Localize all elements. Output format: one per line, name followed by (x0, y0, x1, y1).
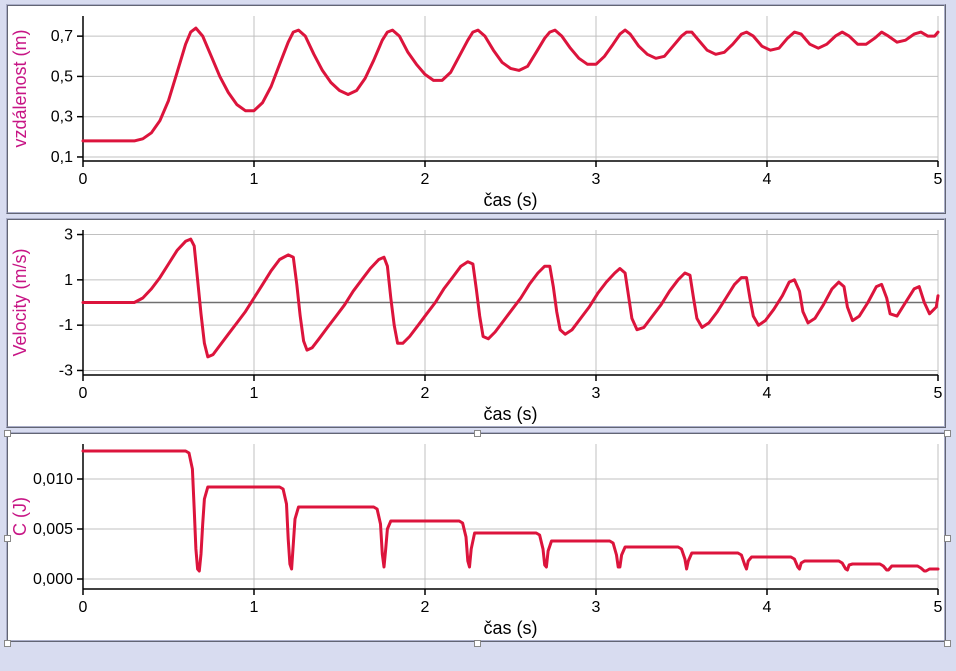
y-tick-label: 0,1 (51, 149, 73, 166)
x-axis-label: čas (s) (484, 190, 538, 210)
y-tick-label: 0,000 (33, 571, 73, 588)
x-tick-label: 1 (250, 385, 259, 402)
selection-handle[interactable] (944, 640, 951, 647)
chart-velocity: 0 1 2 3 4 5 -3 -1 1 3 čas (s) Velocity (m/s) (8, 220, 948, 430)
x-tick-label: 3 (592, 171, 601, 188)
y-tick-label: 0,5 (51, 68, 73, 85)
data-series-velocity (83, 239, 938, 357)
x-tick-label: 4 (763, 385, 772, 402)
y-tick-label: 0,010 (33, 471, 73, 488)
y-axis-label: Velocity (m/s) (10, 248, 30, 356)
x-tick-label: 1 (250, 599, 259, 616)
x-tick-label: 0 (79, 171, 88, 188)
x-tick-label: 4 (763, 171, 772, 188)
x-tick-label: 5 (934, 171, 943, 188)
x-tick-label: 2 (421, 171, 430, 188)
chart-energy: 0 1 2 3 4 5 0,000 0,005 0,010 čas (s) C (J) (8, 434, 948, 644)
x-axis-label: čas (s) (484, 404, 538, 424)
selection-handle[interactable] (474, 430, 481, 437)
x-tick-label: 1 (250, 171, 259, 188)
x-tick-label: 3 (592, 599, 601, 616)
selection-handle[interactable] (4, 430, 11, 437)
chart-panel-distance: 0 1 2 3 4 5 0,1 0,3 0,5 0,7 čas (s) vzdálenost (m) (6, 4, 946, 214)
y-tick-label: 0,005 (33, 521, 73, 538)
selection-handle[interactable] (474, 640, 481, 647)
x-tick-label: 2 (421, 385, 430, 402)
x-tick-label: 3 (592, 385, 601, 402)
y-tick-label: 0,7 (51, 28, 73, 45)
selection-handle[interactable] (944, 535, 951, 542)
chart-panel-energy: 0 1 2 3 4 5 0,000 0,005 0,010 čas (s) C (J) (6, 432, 946, 642)
x-tick-label: 0 (79, 599, 88, 616)
x-axis-label: čas (s) (484, 618, 538, 638)
y-tick-label: 1 (64, 272, 73, 289)
y-tick-label: 0,3 (51, 109, 73, 126)
y-axis-label: C (J) (10, 497, 30, 536)
y-tick-label: -1 (59, 317, 73, 334)
selection-handle[interactable] (4, 640, 11, 647)
x-tick-label: 5 (934, 385, 943, 402)
chart-panel-velocity: 0 1 2 3 4 5 -3 -1 1 3 čas (s) Velocity (m/s) (6, 218, 946, 428)
data-series-energy (83, 451, 938, 571)
selection-handle[interactable] (4, 535, 11, 542)
y-tick-label: -3 (59, 362, 73, 379)
y-tick-label: 3 (64, 227, 73, 244)
x-tick-label: 0 (79, 385, 88, 402)
y-axis-label: vzdálenost (m) (10, 29, 30, 147)
selection-handle[interactable] (944, 430, 951, 437)
x-tick-label: 5 (934, 599, 943, 616)
x-tick-label: 4 (763, 599, 772, 616)
x-tick-label: 2 (421, 599, 430, 616)
data-series-distance (83, 28, 938, 141)
chart-distance: 0 1 2 3 4 5 0,1 0,3 0,5 0,7 čas (s) vzdálenost (m) (8, 6, 948, 216)
